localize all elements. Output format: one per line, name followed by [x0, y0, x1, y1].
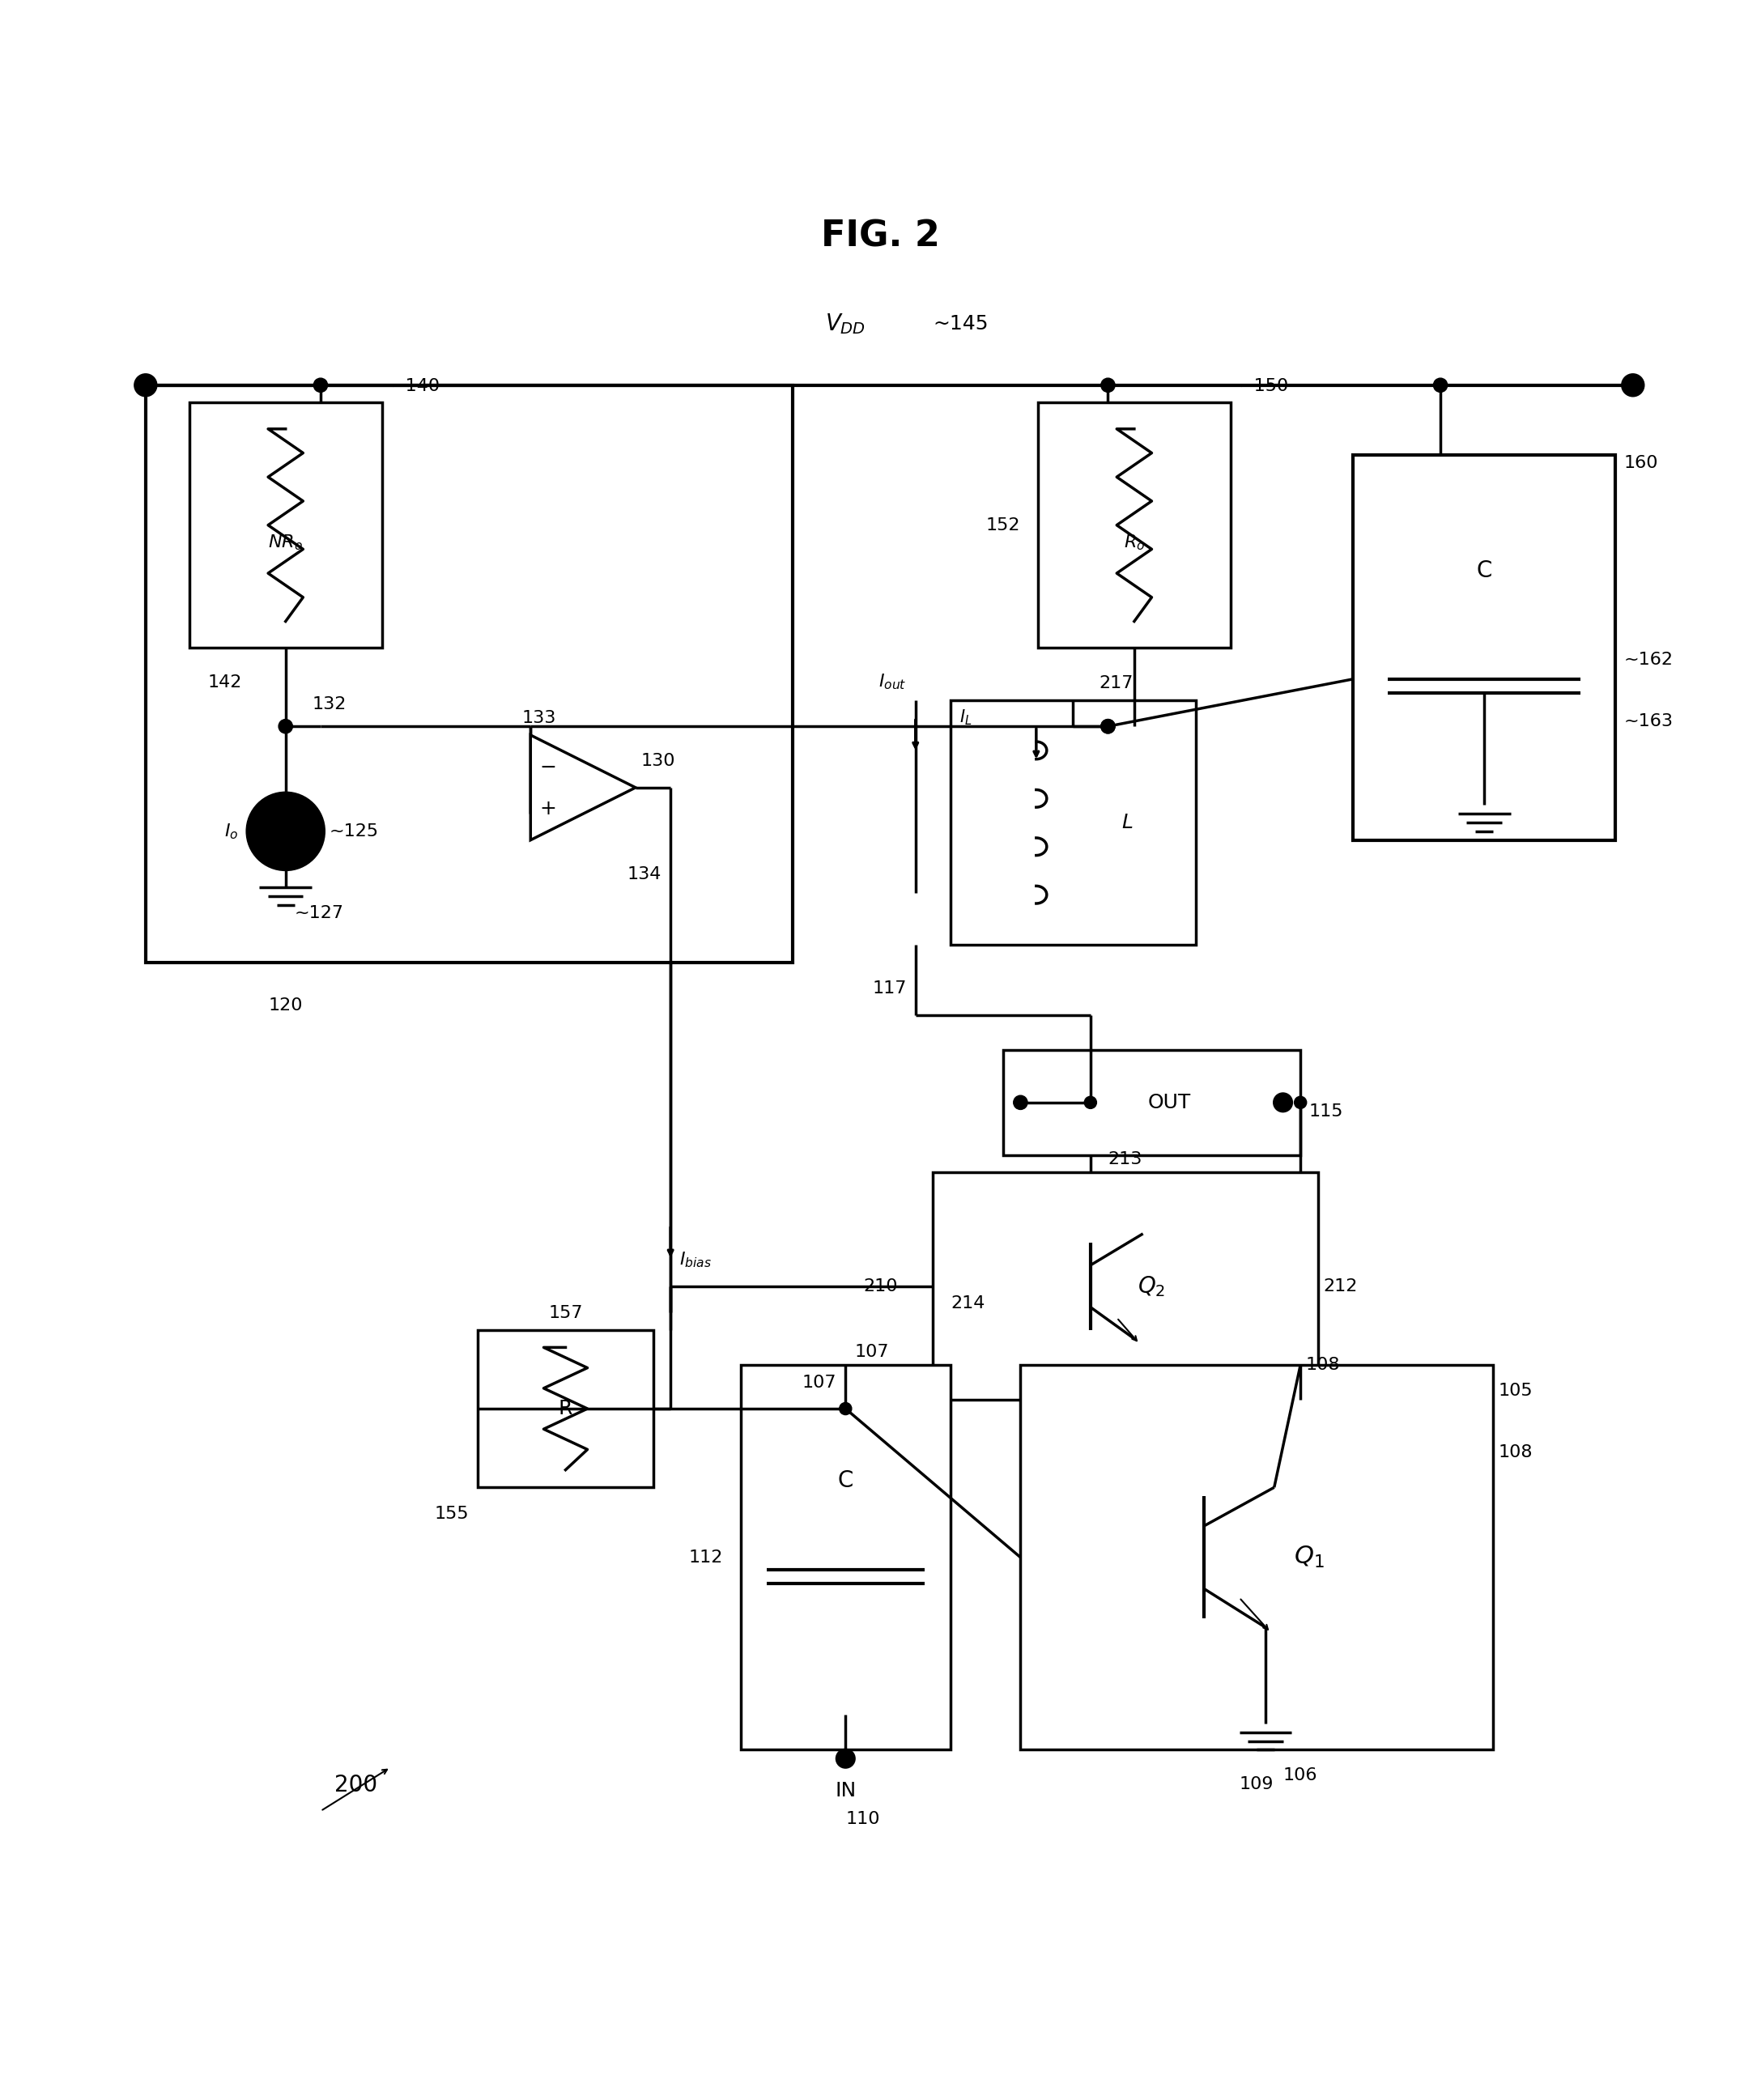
Bar [741, 1365, 951, 1749]
Text: 130: 130 [641, 754, 674, 769]
Circle shape [1101, 378, 1115, 393]
Text: $I_{bias}$: $I_{bias}$ [680, 1249, 711, 1270]
Text: IN: IN [835, 1781, 856, 1800]
Text: 115: 115 [1308, 1102, 1344, 1119]
Text: 107: 107 [854, 1344, 889, 1359]
Text: 212: 212 [1323, 1279, 1358, 1294]
Circle shape [278, 720, 292, 733]
Bar [477, 1329, 653, 1487]
Text: $Q_1$: $Q_1$ [1294, 1546, 1324, 1571]
Text: ~163: ~163 [1624, 714, 1673, 729]
Text: 217: 217 [1099, 676, 1134, 691]
Text: $I_L$: $I_L$ [960, 708, 972, 727]
Text: FIG. 2: FIG. 2 [821, 218, 940, 254]
Circle shape [836, 1749, 854, 1768]
Text: 160: 160 [1624, 456, 1659, 470]
Text: $NR_o$: $NR_o$ [268, 533, 303, 552]
Text: 105: 105 [1499, 1382, 1532, 1399]
Text: R: R [558, 1399, 572, 1418]
Text: 132: 132 [312, 695, 347, 712]
Text: 108: 108 [1305, 1357, 1340, 1373]
Text: 142: 142 [208, 674, 241, 691]
Circle shape [136, 374, 157, 395]
Text: 200: 200 [335, 1774, 377, 1795]
Circle shape [313, 378, 328, 393]
Polygon shape [530, 735, 636, 840]
Circle shape [247, 794, 324, 869]
Text: 214: 214 [951, 1296, 984, 1312]
Text: ~140: ~140 [391, 378, 440, 395]
Text: $I_{out}$: $I_{out}$ [879, 672, 907, 691]
Circle shape [840, 1403, 852, 1415]
Text: ~127: ~127 [294, 905, 343, 922]
Circle shape [1433, 378, 1448, 393]
Text: OUT: OUT [1148, 1092, 1190, 1113]
Bar [1004, 1050, 1300, 1155]
Text: 134: 134 [627, 867, 660, 882]
Text: C: C [838, 1470, 854, 1491]
Bar [1352, 456, 1615, 840]
Text: $+$: $+$ [539, 798, 556, 819]
Text: 107: 107 [803, 1373, 836, 1390]
Circle shape [1294, 1096, 1307, 1109]
Text: ~125: ~125 [329, 823, 379, 840]
Circle shape [1275, 1094, 1291, 1111]
Circle shape [1014, 1096, 1027, 1109]
Circle shape [1101, 720, 1115, 733]
Text: ~162: ~162 [1624, 651, 1673, 668]
Text: $I_o$: $I_o$ [224, 821, 238, 840]
Text: 157: 157 [548, 1304, 583, 1321]
Text: 108: 108 [1499, 1445, 1532, 1459]
Text: L: L [1122, 813, 1132, 832]
Bar [146, 384, 792, 962]
Text: ~145: ~145 [933, 315, 988, 334]
Circle shape [1085, 1096, 1097, 1109]
Text: $-$: $-$ [539, 756, 556, 777]
Text: 112: 112 [689, 1550, 724, 1564]
Bar [951, 699, 1196, 945]
Bar [1037, 403, 1231, 647]
Bar [933, 1172, 1317, 1401]
Text: $Q_2$: $Q_2$ [1138, 1275, 1166, 1298]
Text: $V_{DD}$: $V_{DD}$ [826, 313, 866, 336]
Circle shape [1622, 374, 1643, 395]
Text: 155: 155 [435, 1506, 470, 1522]
Text: 213: 213 [1108, 1151, 1143, 1168]
Circle shape [1101, 720, 1115, 733]
Text: 106: 106 [1284, 1768, 1317, 1783]
Text: 152: 152 [986, 517, 1020, 533]
Text: 109: 109 [1240, 1777, 1273, 1791]
Text: 133: 133 [523, 710, 556, 727]
Bar [190, 403, 382, 647]
Text: $R_o$: $R_o$ [1124, 533, 1145, 552]
Text: 117: 117 [872, 981, 907, 998]
Text: 120: 120 [268, 997, 303, 1014]
Text: 210: 210 [863, 1279, 898, 1294]
Text: 110: 110 [845, 1810, 880, 1827]
Bar [1020, 1365, 1493, 1749]
Text: ~150: ~150 [1240, 378, 1289, 395]
Text: C: C [1476, 559, 1492, 582]
